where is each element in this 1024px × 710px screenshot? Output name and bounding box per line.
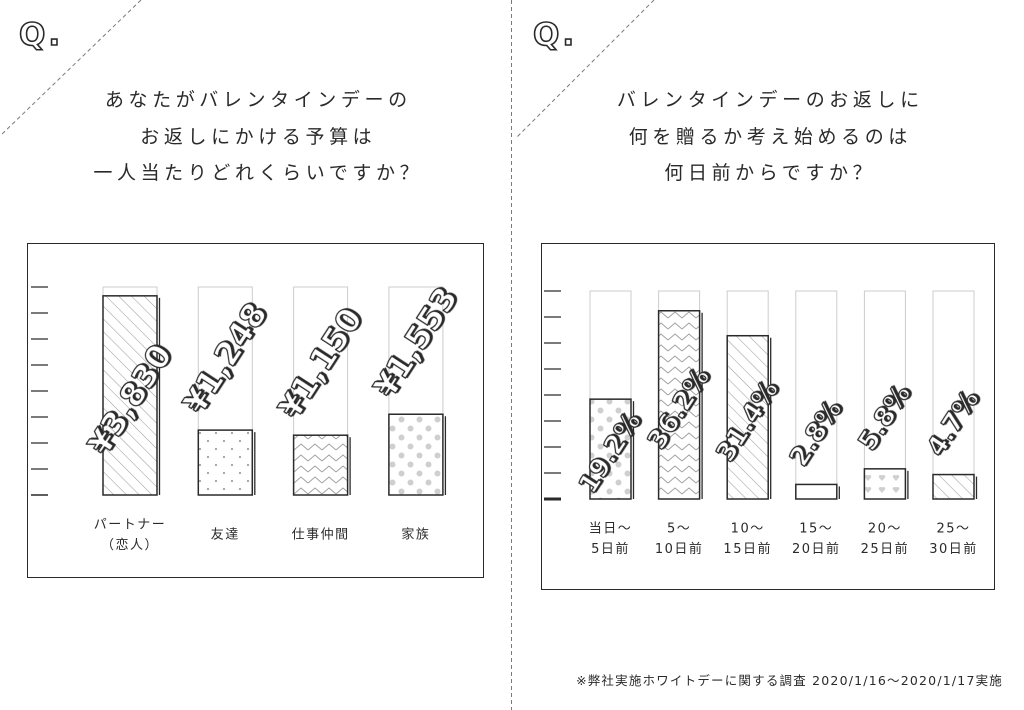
- timing-chart: 19.2% 当日～ 5日前 36.2% 5～ 10日前 31.4% 10～ 15日前 2.8% 15…: [541, 243, 995, 590]
- bar-value-label: ¥1,248: [176, 296, 275, 420]
- category-label: 5～: [667, 522, 691, 537]
- category-label: パートナー: [94, 518, 167, 533]
- chart-title: バレンタインデーのお返しに 何を贈るか考え始めるのは 何日前からですか？: [512, 82, 1024, 192]
- chart-title: あなたがバレンタインデーの お返しにかける予算は 一人当たりどれくらいですか？: [0, 82, 512, 192]
- category-label: 20日前: [792, 541, 841, 557]
- title-line: 何日前からですか？: [664, 162, 877, 184]
- bar: [863, 468, 907, 500]
- bar-value-label: 5.8%: [853, 379, 917, 456]
- bar: [726, 334, 769, 500]
- budget-chart: ¥3,830 パートナー （恋人） ¥1,248 友達 ¥1,150 仕事仲間 ¥1,553 家…: [27, 243, 484, 578]
- bar-value-label: 4.7%: [921, 385, 985, 462]
- category-label: 仕事仲間: [292, 528, 350, 543]
- bar-value-label: ¥1,553: [366, 280, 465, 404]
- category-label: 家族: [401, 527, 430, 543]
- bar: [657, 310, 701, 500]
- category-label: 15～: [799, 522, 833, 537]
- category-label: （恋人）: [101, 537, 159, 553]
- category-label: 10～: [731, 522, 765, 537]
- timing-bar-chart-svg: 19.2%当日～5日前36.2%5～10日前31.4%10～15日前2.8%15…: [544, 290, 986, 557]
- bar-value-label: ¥1,150: [271, 301, 370, 425]
- bar: [197, 429, 254, 496]
- category-label: 5日前: [591, 541, 630, 557]
- category-label: 当日～: [589, 522, 633, 537]
- bar-value-label: 2.8%: [784, 395, 848, 472]
- title-line: 何を贈るか考え始めるのは: [628, 125, 912, 148]
- category-label: 20～: [868, 522, 902, 537]
- title-line: 一人当たりどれくらいですか？: [93, 162, 424, 184]
- category-label: 15日前: [723, 541, 772, 557]
- title-line: お返しにかける予算は: [140, 125, 377, 148]
- survey-footnote: ※弊社実施ホワイトデーに関する調査 2020/1/16～2020/1/17実施: [576, 673, 1003, 688]
- right-corner-dashed-line: [516, 0, 655, 138]
- bar: [388, 413, 444, 496]
- title-line: バレンタインデーのお返しに: [616, 89, 924, 111]
- bar: [589, 398, 632, 500]
- budget-bar-chart-svg: ¥3,830パートナー（恋人）¥1,248友達¥1,150仕事仲間¥1,553家…: [31, 279, 466, 553]
- category-label: 25～: [936, 522, 970, 537]
- bar: [795, 483, 838, 500]
- left-corner-dashed-line: [0, 0, 142, 137]
- category-label: 友達: [211, 527, 240, 543]
- question-badge: Q.: [18, 16, 64, 54]
- title-line: あなたがバレンタインデーの: [104, 89, 412, 111]
- question-badge: Q.: [532, 16, 578, 54]
- category-label: 25日前: [861, 541, 910, 557]
- bar: [292, 434, 349, 496]
- category-label: 10日前: [655, 541, 704, 557]
- bar: [102, 295, 158, 496]
- bar: [932, 473, 975, 500]
- category-label: 30日前: [929, 541, 978, 557]
